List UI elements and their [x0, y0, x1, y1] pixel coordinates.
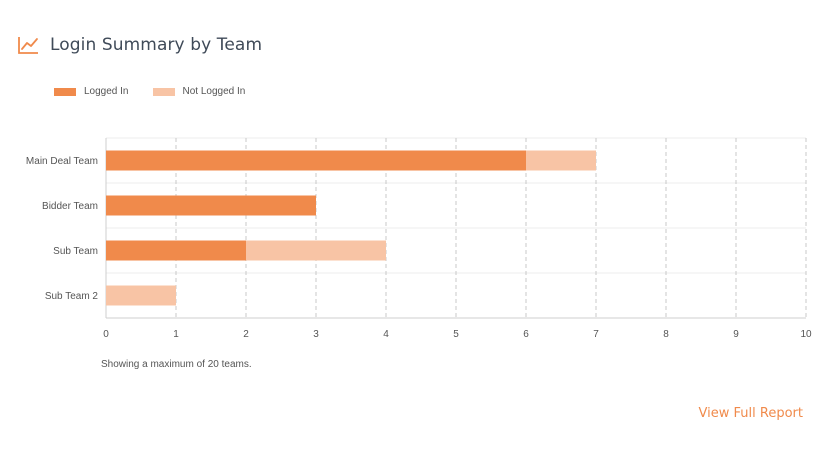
- legend-label-not-logged-in: Not Logged In: [182, 86, 246, 97]
- bar-logged-in: [106, 195, 316, 216]
- x-tick-label: 0: [103, 329, 109, 340]
- x-tick-label: 6: [523, 329, 529, 340]
- category-label: Main Deal Team: [26, 156, 98, 167]
- x-tick-label: 3: [313, 329, 319, 340]
- category-label: Sub Team 2: [45, 291, 99, 302]
- x-tick-label: 8: [663, 329, 669, 340]
- category-label: Sub Team: [53, 246, 98, 257]
- x-tick-label: 4: [383, 329, 389, 340]
- legend-item-logged-in[interactable]: Logged In: [54, 86, 129, 97]
- line-chart-icon: [18, 36, 39, 54]
- bar-not-logged-in: [246, 240, 386, 261]
- x-tick-label: 9: [733, 329, 739, 340]
- max-teams-note: Showing a maximum of 20 teams.: [101, 359, 252, 370]
- page-title: Login Summary by Team: [50, 35, 263, 55]
- bar-logged-in: [106, 150, 526, 171]
- legend-label-logged-in: Logged In: [84, 86, 129, 97]
- chart-header: Login Summary by Team: [18, 32, 262, 58]
- x-tick-label: 5: [453, 329, 459, 340]
- x-tick-label: 10: [800, 329, 812, 340]
- legend-swatch-logged-in: [54, 87, 76, 96]
- x-tick-label: 7: [593, 329, 599, 340]
- chart-legend: Logged In Not Logged In: [54, 86, 269, 97]
- category-label: Bidder Team: [42, 201, 98, 212]
- bar-not-logged-in: [526, 150, 596, 171]
- x-tick-label: 2: [243, 329, 249, 340]
- legend-item-not-logged-in[interactable]: Not Logged In: [152, 86, 246, 97]
- bar-logged-in: [106, 240, 246, 261]
- legend-swatch-not-logged-in: [152, 87, 175, 96]
- bar-not-logged-in: [106, 285, 176, 306]
- x-tick-label: 1: [173, 329, 179, 340]
- view-full-report-link[interactable]: View Full Report: [698, 406, 803, 421]
